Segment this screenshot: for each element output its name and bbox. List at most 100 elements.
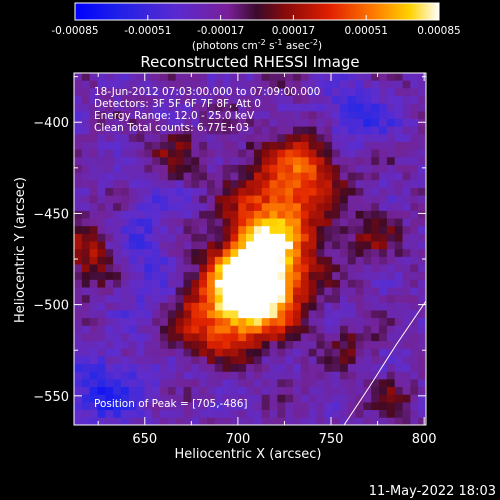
image-pixel bbox=[293, 80, 302, 89]
image-pixel bbox=[293, 187, 302, 197]
image-pixel bbox=[394, 295, 404, 304]
image-pixel bbox=[183, 88, 192, 97]
image-pixel bbox=[293, 164, 302, 174]
image-pixel bbox=[363, 226, 372, 235]
image-pixel bbox=[81, 226, 91, 235]
image-pixel bbox=[339, 402, 349, 411]
image-pixel bbox=[347, 341, 357, 350]
image-pixel bbox=[246, 295, 255, 304]
image-pixel bbox=[206, 302, 216, 312]
image-pixel bbox=[386, 80, 396, 89]
image-pixel bbox=[261, 141, 271, 151]
image-pixel bbox=[246, 302, 255, 312]
image-pixel bbox=[269, 126, 278, 135]
image-pixel bbox=[113, 180, 122, 189]
image-pixel bbox=[238, 256, 247, 266]
image-pixel bbox=[113, 310, 122, 319]
image-pixel bbox=[269, 149, 278, 158]
image-pixel bbox=[238, 356, 247, 365]
image-pixel bbox=[222, 249, 232, 258]
image-pixel bbox=[136, 195, 145, 204]
image-pixel bbox=[97, 341, 106, 350]
image-pixel bbox=[308, 318, 318, 327]
image-pixel bbox=[386, 149, 396, 158]
image-pixel bbox=[160, 272, 169, 281]
image-pixel bbox=[97, 302, 106, 312]
image-pixel bbox=[402, 111, 411, 120]
image-pixel bbox=[97, 402, 106, 411]
image-pixel bbox=[253, 272, 263, 281]
image-pixel bbox=[277, 272, 286, 281]
image-pixel bbox=[300, 95, 310, 105]
image-pixel bbox=[371, 287, 380, 296]
image-pixel bbox=[324, 256, 333, 266]
image-pixel bbox=[191, 348, 200, 358]
image-pixel bbox=[183, 103, 192, 112]
image-pixel bbox=[97, 272, 106, 281]
image-pixel bbox=[309, 425, 317, 433]
image-pixel bbox=[230, 279, 239, 289]
image-pixel bbox=[277, 88, 286, 97]
image-pixel bbox=[206, 249, 216, 258]
image-pixel bbox=[394, 348, 404, 358]
image-pixel bbox=[214, 111, 224, 120]
image-pixel bbox=[339, 134, 349, 143]
image-pixel bbox=[81, 134, 91, 143]
image-pixel bbox=[426, 104, 434, 112]
image-pixel bbox=[253, 73, 263, 82]
image-pixel bbox=[136, 371, 145, 381]
image-pixel bbox=[402, 402, 411, 411]
image-pixel bbox=[332, 180, 341, 189]
image-pixel bbox=[277, 164, 286, 174]
image-pixel bbox=[214, 134, 224, 143]
image-pixel bbox=[175, 233, 185, 243]
image-pixel bbox=[426, 157, 434, 165]
image-pixel bbox=[347, 88, 357, 97]
image-pixel bbox=[113, 356, 122, 365]
image-pixel bbox=[347, 103, 357, 112]
image-pixel bbox=[426, 211, 434, 219]
image-pixel bbox=[402, 126, 411, 135]
image-pixel bbox=[308, 180, 318, 189]
image-pixel bbox=[285, 73, 294, 82]
image-pixel bbox=[89, 118, 99, 128]
image-pixel bbox=[136, 264, 145, 273]
image-pixel bbox=[74, 402, 83, 411]
image-pixel bbox=[410, 394, 419, 403]
image-pixel bbox=[113, 348, 122, 358]
image-pixel bbox=[386, 218, 396, 227]
image-pixel bbox=[347, 141, 357, 151]
image-pixel bbox=[379, 410, 388, 419]
image-pixel bbox=[191, 195, 200, 204]
image-pixel bbox=[246, 210, 255, 220]
x-tick-label: 750 bbox=[319, 432, 344, 447]
image-pixel bbox=[371, 141, 380, 151]
image-pixel bbox=[261, 356, 271, 365]
image-pixel bbox=[347, 80, 357, 89]
image-pixel bbox=[308, 164, 318, 174]
image-pixel bbox=[152, 325, 161, 335]
image-pixel bbox=[120, 256, 130, 266]
image-pixel bbox=[253, 226, 263, 235]
image-pixel bbox=[74, 371, 83, 381]
image-pixel bbox=[285, 141, 294, 151]
image-pixel bbox=[402, 210, 411, 220]
image-pixel bbox=[191, 226, 200, 235]
image-pixel bbox=[144, 402, 153, 411]
image-pixel bbox=[246, 233, 255, 243]
image-pixel bbox=[363, 249, 372, 258]
image-pixel bbox=[379, 88, 388, 97]
image-pixel bbox=[113, 279, 122, 289]
image-pixel bbox=[347, 333, 357, 342]
image-pixel bbox=[386, 402, 396, 411]
image-pixel bbox=[285, 364, 294, 373]
image-pixel bbox=[97, 371, 106, 381]
image-pixel bbox=[97, 157, 106, 166]
image-pixel bbox=[246, 256, 255, 266]
image-pixel bbox=[74, 379, 83, 388]
image-pixel bbox=[410, 356, 419, 365]
image-pixel bbox=[324, 272, 333, 281]
image-pixel bbox=[175, 394, 185, 403]
image-pixel bbox=[105, 111, 114, 120]
image-pixel bbox=[199, 417, 208, 425]
